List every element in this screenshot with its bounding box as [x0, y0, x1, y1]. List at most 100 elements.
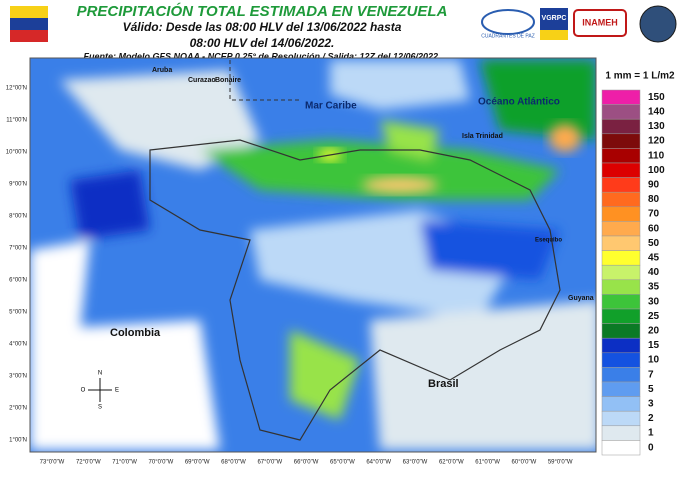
lat-label: 5°00'N: [9, 310, 27, 316]
legend-label: 2: [648, 413, 654, 424]
lat-labels: 12°00'N 11°00'N 10°00'N 9°00'N 8°00'N 7°00'N 6…: [6, 86, 27, 444]
compass-label: S: [98, 405, 102, 411]
legend-swatch: [601, 133, 641, 149]
logo-text: INAMEH: [582, 17, 618, 27]
legend-label: 3: [648, 399, 654, 410]
legend-label: 15: [648, 340, 660, 351]
place-label: Isla Trinidad: [462, 133, 503, 140]
subtitle: Válido: Desde las 08:00 HLV del 13/06/20…: [123, 20, 402, 34]
legend-title: 1 mm = 1 L/m2: [605, 71, 675, 82]
legend-label: 0: [648, 442, 654, 453]
legend-label: 1: [648, 428, 654, 439]
legend-label: 90: [648, 180, 660, 191]
legend-label: 130: [648, 121, 665, 132]
compass-label: O: [81, 388, 86, 394]
logo-text: VGRPC: [542, 15, 567, 22]
flag: [10, 6, 48, 42]
lat-label: 8°00'N: [9, 214, 27, 220]
lon-label: 72°0'0"W: [76, 460, 101, 466]
legend-swatch: [601, 206, 641, 222]
compass-label: E: [115, 388, 119, 394]
lat-label: 7°00'N: [9, 246, 27, 252]
lon-label: 62°0'0"W: [439, 460, 464, 466]
legend-label: 20: [648, 326, 660, 337]
logo-text: CUADRANTES DE PAZ: [481, 33, 535, 39]
compass: N S E O: [81, 371, 119, 411]
legend-label: 30: [648, 296, 660, 307]
place-label: Mar Caribe: [305, 101, 357, 112]
legend-label: 60: [648, 223, 660, 234]
lon-label: 67°0'0"W: [257, 460, 282, 466]
lat-label: 4°00'N: [9, 342, 27, 348]
place-label: Colombia: [110, 327, 161, 339]
legend-swatch: [601, 250, 641, 266]
legend-label: 80: [648, 194, 660, 205]
lon-label: 66°0'0"W: [294, 460, 319, 466]
legend-swatch: [601, 410, 641, 427]
lon-labels: 73°0'0"W 72°0'0"W 71°0'0"W 70°0'0"W 69°0'0"W…: [40, 460, 573, 466]
lon-label: 73°0'0"W: [40, 460, 65, 466]
lon-label: 64°0'0"W: [366, 460, 391, 466]
legend-swatch: [601, 308, 641, 324]
legend-label: 25: [648, 311, 660, 322]
legend-swatch: [601, 264, 641, 281]
legend-swatch: [601, 381, 641, 397]
legend-swatch: [601, 425, 641, 441]
legend: 1501401301201101009080706050454035302520…: [601, 89, 665, 456]
legend-label: 70: [648, 209, 660, 220]
border: [229, 60, 300, 101]
legend-swatch: [601, 294, 641, 310]
title: PRECIPITACIÓN TOTAL ESTIMADA EN VENEZUEL…: [77, 2, 448, 20]
lon-label: 61°0'0"W: [475, 460, 500, 466]
legend-swatch: [601, 221, 641, 237]
lat-label: 6°00'N: [9, 278, 27, 284]
lat-label: 2°00'N: [9, 406, 27, 412]
legend-swatch: [601, 177, 641, 193]
legend-swatch: [601, 235, 641, 251]
legend-swatch: [601, 104, 641, 120]
legend-swatch: [601, 89, 641, 105]
legend-swatch: [601, 396, 641, 412]
legend-swatch: [601, 279, 641, 295]
legend-swatch: [601, 440, 641, 456]
subtitle: 08:00 HLV del 14/06/2022.: [190, 36, 335, 50]
legend-label: 10: [648, 355, 660, 366]
lon-label: 59°0'0"W: [548, 460, 573, 466]
lat-label: 10°00'N: [6, 150, 27, 156]
legend-label: 50: [648, 238, 660, 249]
lon-label: 65°0'0"W: [330, 460, 355, 466]
lon-label: 71°0'0"W: [112, 460, 137, 466]
lat-label: 9°00'N: [9, 182, 27, 188]
lat-label: 12°00'N: [6, 86, 27, 92]
place-label: Guyana: [568, 295, 594, 302]
legend-label: 45: [648, 253, 660, 264]
lat-label: 11°00'N: [6, 118, 27, 124]
legend-label: 35: [648, 282, 660, 293]
logos: CUADRANTES DE PAZ VGRPC INAMEH: [481, 5, 677, 43]
place-labels: Mar Caribe Océano Atlántico Colombia Bra…: [110, 67, 594, 390]
legend-label: 150: [648, 92, 665, 103]
source: Fuente: Modelo GFS NOAA - NCEP 0,25° de …: [83, 51, 440, 61]
legend-label: 7: [648, 369, 654, 380]
legend-swatch: [601, 191, 641, 208]
lat-label: 3°00'N: [9, 374, 27, 380]
lon-label: 69°0'0"W: [185, 460, 210, 466]
place-label: Bonaire: [215, 77, 241, 84]
compass-label: N: [98, 371, 102, 377]
legend-swatch: [601, 337, 641, 354]
place-label: Curazao: [188, 77, 216, 84]
map-frame: [29, 57, 597, 453]
legend-swatch: [601, 323, 641, 339]
legend-label: 40: [648, 267, 660, 278]
lon-label: 60°0'0"W: [512, 460, 537, 466]
place-label: Esequibo: [535, 238, 562, 244]
legend-swatch: [601, 367, 641, 383]
legend-label: 140: [648, 107, 665, 118]
lon-label: 68°0'0"W: [221, 460, 246, 466]
place-label: Océano Atlántico: [478, 97, 560, 108]
legend-label: 5: [648, 384, 654, 395]
legend-swatch: [601, 118, 641, 135]
legend-swatch: [601, 162, 641, 178]
lat-label: 1°00'N: [9, 438, 27, 444]
